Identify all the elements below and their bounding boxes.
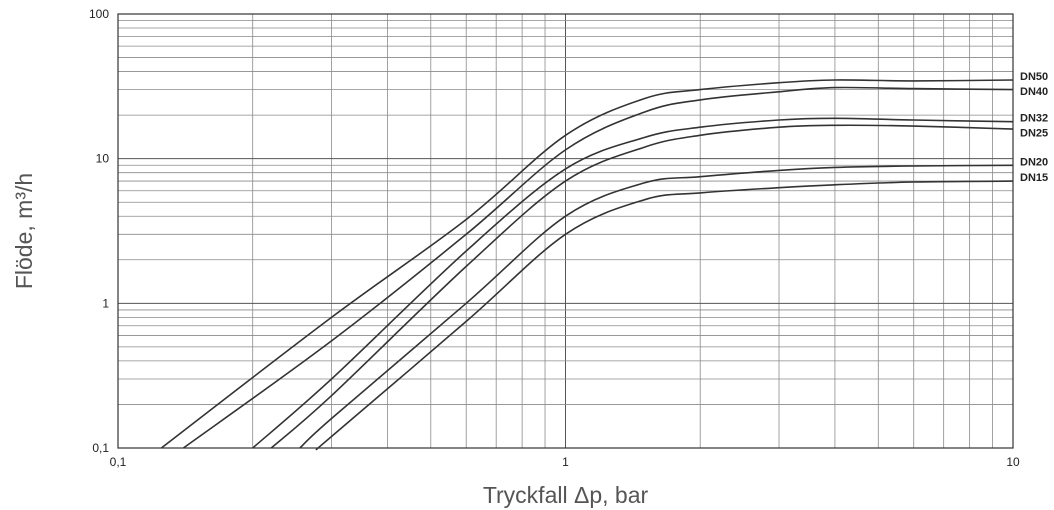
x-tick-label: 1	[562, 455, 569, 469]
series-line-dn15	[315, 180, 1014, 451]
tick-labels: 0,1 1 10 0,1 1 10 100	[89, 7, 1020, 469]
series-label-dn40: DN40	[1020, 86, 1048, 98]
series-label-dn32: DN32	[1020, 113, 1048, 125]
series-line-dn50	[160, 79, 1014, 449]
series-line-dn40	[182, 86, 1014, 449]
x-tick-label: 0,1	[110, 455, 127, 469]
series-layer: DN50 DN40 DN32 DN25 DN20 DN15	[160, 71, 1048, 451]
grid	[118, 14, 1013, 448]
series-label-dn50: DN50	[1020, 71, 1048, 83]
series-line-dn25	[270, 124, 1014, 449]
x-axis-title: Tryckfall Δp, bar	[483, 482, 649, 508]
y-tick-label: 100	[89, 7, 109, 21]
x-tick-label: 10	[1006, 455, 1020, 469]
series-label-dn25: DN25	[1020, 128, 1048, 140]
series-line-dn32	[252, 117, 1014, 449]
series-label-dn15: DN15	[1020, 172, 1048, 184]
series-label-dn20: DN20	[1020, 156, 1048, 168]
y-tick-label: 0,1	[92, 441, 109, 455]
y-tick-label: 10	[96, 152, 110, 166]
y-tick-label: 1	[102, 296, 109, 310]
series-line-dn20	[299, 164, 1014, 449]
plot-frame	[117, 13, 1014, 449]
y-axis-title: Flöde, m³/h	[11, 173, 37, 289]
